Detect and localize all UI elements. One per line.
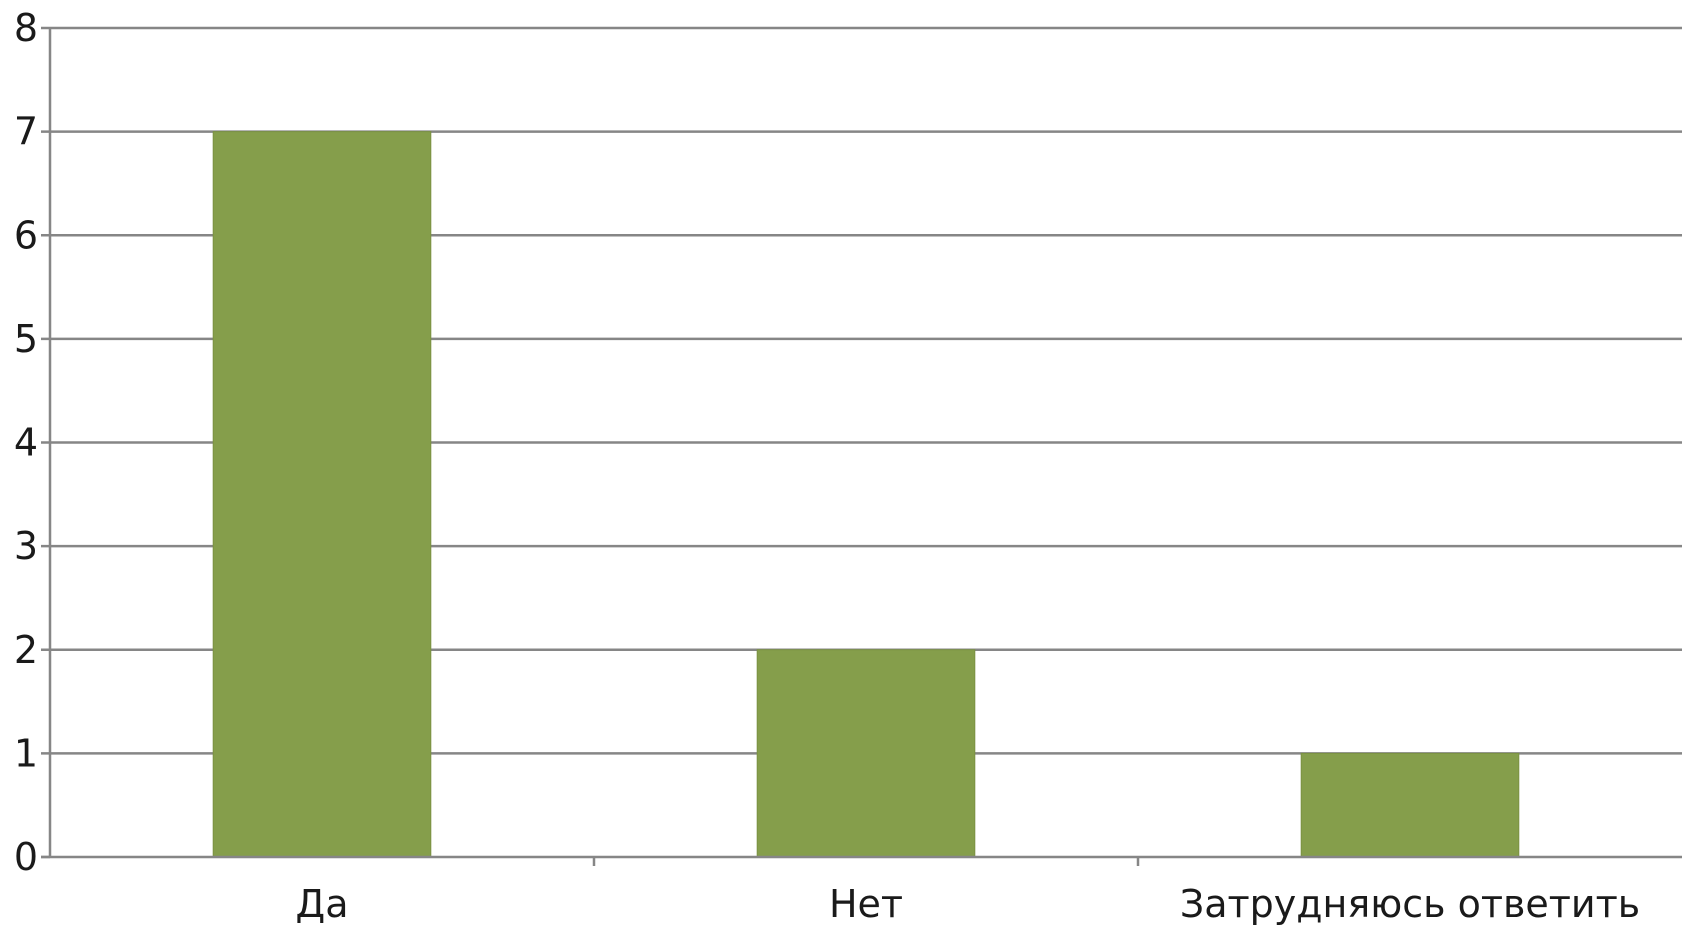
y-tick-label: 4 [14, 421, 38, 465]
x-tick-label: Нет [829, 882, 903, 926]
y-tick-labels: 0 1 2 3 4 5 6 7 8 [14, 6, 38, 879]
y-tick-label: 0 [14, 835, 38, 879]
axes [41, 26, 1682, 866]
y-tick-label: 7 [14, 110, 38, 154]
y-tick-label: 8 [14, 6, 38, 50]
y-tick-label: 5 [14, 317, 38, 361]
x-tick-labels: Да Нет Затрудняюсь ответить [296, 882, 1641, 926]
y-tick-label: 3 [14, 524, 38, 568]
bar [1300, 752, 1520, 858]
x-tick-label: Затрудняюсь ответить [1180, 882, 1640, 926]
bars [212, 131, 1520, 858]
y-tick-label: 2 [14, 628, 38, 672]
x-tick-label: Да [296, 882, 349, 926]
y-tick-label: 6 [14, 213, 38, 257]
bar [756, 649, 976, 858]
y-tick-label: 1 [14, 731, 38, 775]
bar [212, 131, 432, 858]
